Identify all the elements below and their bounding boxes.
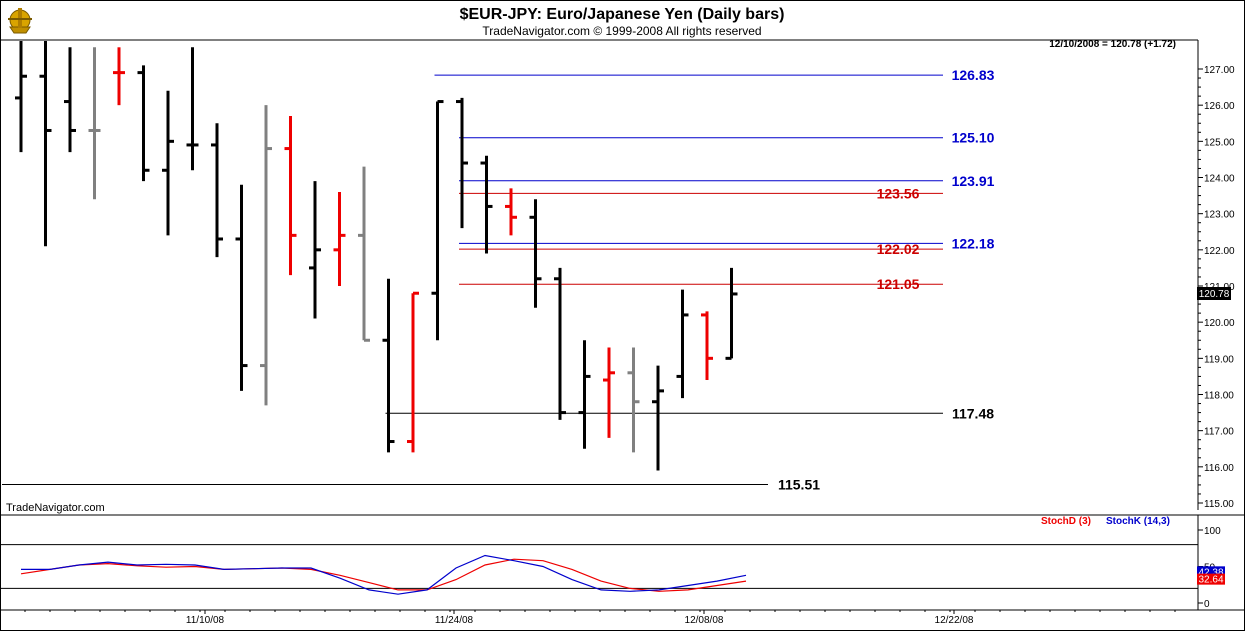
logo-icon xyxy=(8,8,32,34)
price-tick-label: 117.00 xyxy=(1204,427,1234,438)
chart-title: $EUR-JPY: Euro/Japanese Yen (Daily bars) xyxy=(460,6,785,23)
level-label: 123.91 xyxy=(952,173,995,189)
ohlc-bar xyxy=(505,188,517,236)
stochastic-panel: 100500 StochD (3) StochK (14,3) 42.3832.… xyxy=(1,515,1225,610)
stochd-badge xyxy=(1197,573,1225,585)
ohlc-bar xyxy=(431,100,444,341)
ohlc-bar xyxy=(235,184,248,391)
level-label: 122.02 xyxy=(877,241,920,257)
ohlc-bar xyxy=(309,181,321,319)
ohlc-bar xyxy=(701,311,713,381)
price-tick-label: 127.00 xyxy=(1204,65,1235,76)
last-price-badge: 120.78 xyxy=(1197,287,1231,300)
copyright-text: TradeNavigator.com © 1999-2008 All right… xyxy=(482,24,761,38)
stoch-series-line xyxy=(20,558,747,592)
price-tick-label: 116.00 xyxy=(1204,463,1234,474)
watermark-text: TradeNavigator.com xyxy=(6,502,105,514)
price-bars xyxy=(15,41,738,471)
price-y-axis: 127.00126.00125.00124.00123.00122.00121.… xyxy=(1198,65,1235,510)
ohlc-bar xyxy=(652,365,664,471)
stoch-tick-label: 100 xyxy=(1204,526,1221,537)
price-levels: 126.83 125.10 123.91 123.56 122.18 122.02 121.… xyxy=(2,67,995,493)
level-label: 123.56 xyxy=(877,185,920,201)
stochk-badge-label: 42.38 xyxy=(1198,567,1223,578)
ohlc-bar xyxy=(480,155,493,254)
level-label: 115.51 xyxy=(778,477,820,493)
ohlc-bar xyxy=(676,289,689,399)
ohlc-bar xyxy=(64,47,76,153)
ohlc-bar xyxy=(456,97,468,229)
x-tick-label: 11/24/08 xyxy=(435,615,474,626)
legend-stochk: StochK (14,3) xyxy=(1106,516,1170,527)
ohlc-bar xyxy=(358,166,370,342)
ohlc-bar xyxy=(137,65,150,182)
ohlc-bar xyxy=(15,41,27,153)
level-label: 122.18 xyxy=(952,235,995,251)
level-label: 121.05 xyxy=(877,276,920,292)
ohlc-bar xyxy=(186,47,199,171)
ohlc-bar xyxy=(284,116,297,276)
price-tick-label: 125.00 xyxy=(1204,137,1235,148)
ohlc-bar xyxy=(603,347,615,438)
x-tick-label: 11/10/08 xyxy=(186,615,225,626)
price-tick-label: 126.00 xyxy=(1204,101,1235,112)
price-panel: 127.00 126.00 125.00 124.00 123.00 122.00 121.… xyxy=(1,39,1235,514)
x-tick-label: 12/08/08 xyxy=(685,615,724,626)
x-tick-label: 12/22/08 xyxy=(935,615,974,626)
stoch-series-line xyxy=(21,554,747,595)
level-label: 126.83 xyxy=(952,67,995,83)
price-tick-label: 118.00 xyxy=(1204,391,1234,402)
price-tick-label: 115.00 xyxy=(1204,499,1234,510)
price-tick-label: 124.00 xyxy=(1204,174,1235,185)
ohlc-bar xyxy=(627,347,640,453)
ohlc-bar xyxy=(578,340,591,449)
ohlc-bar xyxy=(162,90,174,236)
price-tick-label: 119.00 xyxy=(1204,354,1234,365)
last-price-label: 120.78 xyxy=(1199,289,1230,300)
price-tick-label: 120.00 xyxy=(1204,318,1235,329)
price-tick-label: 123.00 xyxy=(1204,210,1235,221)
ohlc-bar xyxy=(88,47,101,200)
level-label: 117.48 xyxy=(952,405,994,421)
stochk-badge xyxy=(1197,566,1225,578)
ohlc-bar xyxy=(333,191,346,286)
ohlc-bar xyxy=(260,105,272,406)
ohlc-bar xyxy=(725,267,738,360)
legend-stochd: StochD (3) xyxy=(1041,516,1091,527)
price-tick-label: 122.00 xyxy=(1204,246,1235,257)
stochd-badge-label: 32.64 xyxy=(1198,575,1223,586)
ohlc-bar xyxy=(407,291,419,453)
ohlc-bar xyxy=(554,267,566,420)
ohlc-bar xyxy=(529,199,542,308)
ohlc-bar xyxy=(211,123,223,258)
stoch-tick-label: 0 xyxy=(1204,599,1210,610)
ohlc-bar xyxy=(382,278,395,453)
price-readout: 12/10/2008 = 120.78 (+1.72) xyxy=(1049,39,1176,50)
stochastic-reference-lines xyxy=(1,544,1198,589)
stochastic-lines xyxy=(20,554,747,595)
ohlc-bar xyxy=(39,41,52,247)
level-label: 125.10 xyxy=(952,130,995,146)
x-axis: 11/10/08 11/24/08 12/08/08 12/22/08 xyxy=(24,610,1176,626)
ohlc-bar xyxy=(113,47,125,106)
